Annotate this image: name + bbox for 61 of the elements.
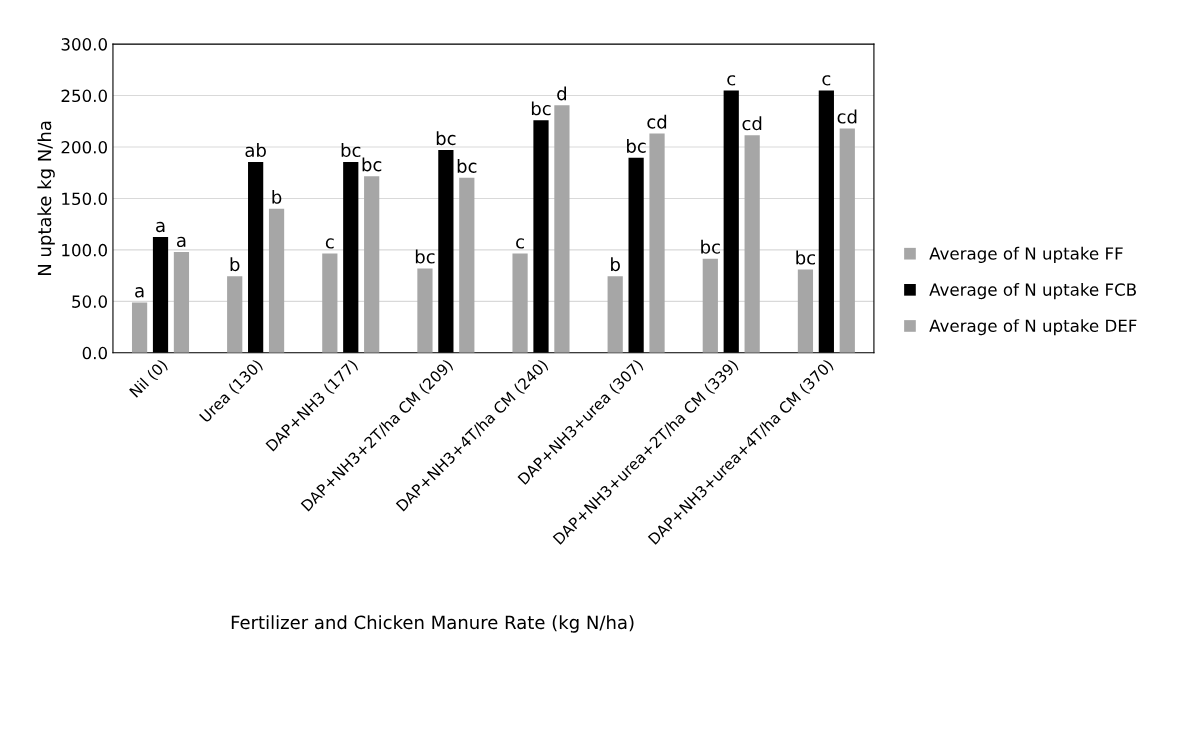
bar (628, 157, 644, 353)
data-label: bc (457, 159, 477, 173)
legend-label: Average of N uptake DEF (929, 319, 1137, 336)
legend-label: Average of N uptake FF (929, 246, 1123, 263)
bar (322, 253, 338, 353)
data-label: c (727, 75, 736, 86)
y-axis-title: N uptake kg N/ha (37, 121, 55, 276)
data-label: bc (436, 131, 456, 146)
data-label: cd (742, 116, 762, 131)
bar (268, 208, 285, 353)
y-tick-label: 150.0 (62, 192, 107, 206)
y-tick-label: 50.0 (72, 295, 107, 308)
data-label: a (156, 221, 165, 233)
data-label: a (176, 236, 186, 248)
bar (438, 150, 454, 353)
data-label: c (325, 238, 334, 249)
data-label: bc (341, 143, 361, 158)
data-label: bc (415, 249, 435, 264)
data-label: bc (796, 250, 815, 265)
data-label: c (516, 238, 524, 249)
bar (343, 161, 359, 353)
data-label: bc (627, 138, 646, 153)
bar (797, 269, 814, 353)
bar (152, 237, 169, 353)
bar (364, 176, 380, 353)
data-label: b (272, 189, 282, 204)
bar (173, 251, 190, 353)
bar (131, 302, 148, 353)
y-tick-label: 200.0 (61, 140, 107, 154)
bar (533, 120, 549, 353)
bar (702, 258, 718, 353)
data-label: bc (362, 157, 382, 172)
bar (554, 105, 570, 353)
bar (839, 128, 855, 353)
x-axis-title: Fertilizer and Chicken Manure Rate (kg N/ha) (231, 615, 634, 633)
bar (417, 268, 433, 353)
data-label: bc (701, 239, 720, 254)
data-label: d (557, 86, 567, 101)
data-label: c (822, 75, 831, 86)
x-tick-label: Nil (0) (128, 358, 170, 400)
data-label: cd (837, 109, 857, 124)
bar (459, 177, 475, 353)
data-label: cd (647, 114, 667, 129)
bar (607, 276, 623, 353)
bar (818, 90, 834, 353)
bar (512, 253, 528, 353)
y-tick-label: 300.0 (61, 38, 107, 51)
bar (723, 90, 739, 353)
y-tick-label: 100.0 (62, 243, 107, 257)
data-label: b (230, 257, 240, 272)
data-label: b (611, 257, 620, 272)
y-tick-label: 0.0 (82, 346, 107, 360)
data-label: bc (531, 101, 551, 116)
bar (227, 276, 243, 353)
data-label: ab (245, 143, 266, 158)
data-label: a (135, 287, 144, 298)
y-tick-label: 250.0 (61, 89, 107, 103)
bar (248, 161, 264, 353)
legend-label: Average of N uptake FCB (929, 282, 1136, 300)
bar (744, 135, 760, 353)
bar (649, 133, 665, 353)
